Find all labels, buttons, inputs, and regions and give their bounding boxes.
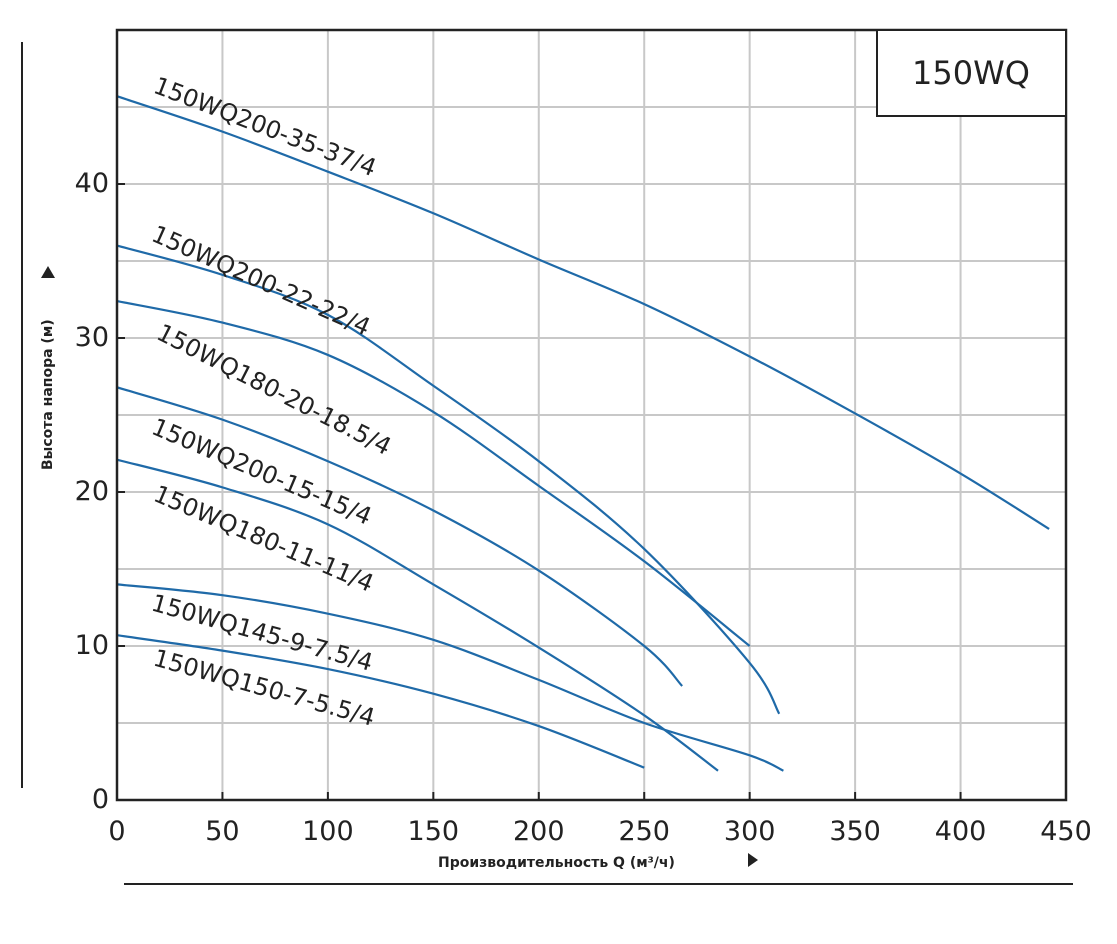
x-tick-label: 300: [724, 816, 776, 847]
x-tick-label: 0: [108, 816, 125, 847]
series-line: [116, 95, 1050, 530]
series-label: 150WQ200-22-22/4: [148, 220, 375, 342]
x-tick-label: 200: [513, 816, 565, 847]
series-line: [116, 634, 645, 769]
y-tick-label: 10: [75, 630, 109, 661]
axes: 0 50 100 150 200 250 300 350 400 450 0 10 20 30 40: [75, 28, 1092, 847]
y-tick-label: 30: [75, 322, 109, 353]
x-tick-label: 50: [205, 816, 239, 847]
series-label: 150WQ200-35-37/4: [150, 71, 380, 182]
y-axis-label: Высота напора (м): [40, 319, 56, 470]
x-axis-label: Производительность Q (м³/ч): [438, 855, 675, 871]
y-tick-label: 20: [75, 476, 109, 507]
curve-labels: 150WQ200-35-37/4150WQ200-22-22/4150WQ180…: [148, 71, 396, 731]
curves: [116, 95, 1050, 772]
x-tick-label: 150: [408, 816, 460, 847]
title-box: 150WQ: [876, 29, 1067, 117]
x-arrow-icon: [748, 853, 758, 867]
y-arrow-icon: [41, 266, 55, 278]
y-tick-label: 40: [75, 168, 109, 199]
series-line: [116, 583, 784, 772]
plot-frame: [115, 28, 1068, 802]
series-line: [116, 299, 751, 647]
series-line: [116, 244, 781, 715]
x-tick-label: 350: [829, 816, 881, 847]
title-frame: [876, 29, 1067, 117]
x-tick-label: 250: [618, 816, 670, 847]
y-tick-label: 0: [92, 784, 109, 815]
x-tick-label: 450: [1040, 816, 1092, 847]
series-line: [116, 386, 683, 687]
chart-title: 150WQ: [912, 54, 1030, 92]
series-line: [116, 458, 719, 772]
x-tick-label: 400: [935, 816, 987, 847]
x-tick-label: 100: [302, 816, 354, 847]
